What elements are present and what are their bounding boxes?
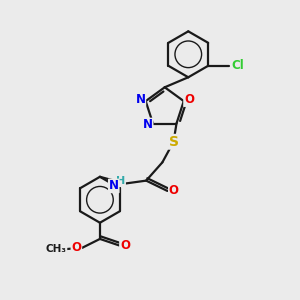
Text: N: N: [143, 118, 153, 131]
Text: O: O: [120, 239, 130, 252]
Text: CH₃: CH₃: [46, 244, 67, 254]
Text: O: O: [169, 184, 179, 197]
Text: O: O: [71, 241, 81, 254]
Text: S: S: [169, 135, 178, 149]
Text: H: H: [116, 176, 125, 186]
Text: Cl: Cl: [231, 59, 244, 72]
Text: N: N: [109, 179, 119, 192]
Text: O: O: [184, 93, 194, 106]
Text: N: N: [135, 93, 146, 106]
